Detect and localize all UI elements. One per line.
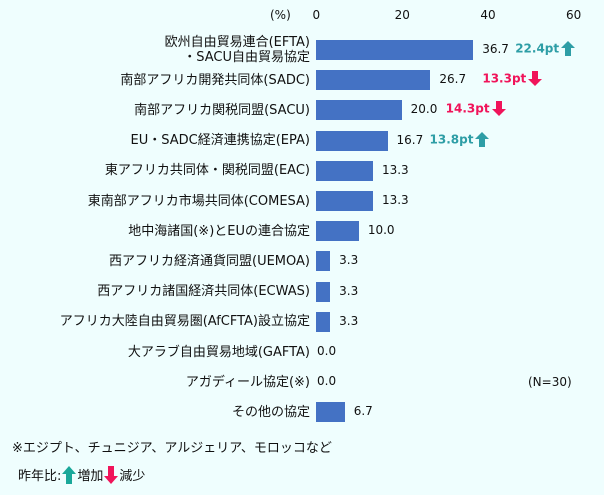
change-value: 13.8pt [429, 132, 474, 147]
n-note: (N=30) [528, 375, 572, 389]
value-label: 20.0 [410, 102, 438, 117]
bar [316, 251, 331, 272]
footnote: ※エジプト、チュニジア、アルジェリア、モロッコなど [12, 441, 332, 456]
category-label: アフリカ大陸自由貿易圏(AfCFTA)設立協定 [59, 314, 310, 330]
value-label: 26.7 [439, 72, 467, 87]
up-arrow-icon [62, 465, 77, 484]
category-label: 西アフリカ経済通貨同盟(UEMOA) [109, 253, 310, 269]
category-label: アガディール協定(※) [185, 374, 310, 390]
legend-increase: 増加 [77, 469, 104, 484]
bar [316, 191, 373, 211]
change-label: 13.8pt [429, 131, 490, 148]
category-label: 南部アフリカ開発共同体(SADC) [120, 72, 310, 88]
category-label: 西アフリカ諸国経済共同体(ECWAS) [97, 284, 310, 300]
legend-prefix: 昨年比: [18, 469, 62, 484]
category-label: 東南部アフリカ市場共同体(COMESA) [87, 193, 310, 209]
up-arrow-icon [561, 41, 576, 57]
bar [316, 100, 402, 121]
value-label: 0.0 [317, 374, 337, 389]
change-label: 13.3pt [482, 71, 543, 87]
value-label: 10.0 [367, 223, 395, 238]
change-label: 22.4pt [515, 41, 576, 57]
value-label: 16.7 [396, 132, 424, 147]
category-label: 南部アフリカ関税同盟(SACU) [134, 102, 310, 118]
category-label: その他の協定 [231, 404, 310, 420]
value-label: 13.3 [381, 162, 409, 177]
up-arrow-icon [475, 131, 490, 148]
bar [316, 160, 373, 181]
change-label: 14.3pt [446, 101, 506, 117]
legend: 昨年比: 増加 減少 [18, 465, 145, 484]
x-tick-label: 0 [312, 8, 321, 22]
down-arrow-icon [104, 465, 119, 484]
x-tick-label: 40 [480, 8, 496, 22]
category-label: 東アフリカ共同体・関税同盟(EAC) [104, 163, 310, 179]
unit-label: (%) [270, 8, 291, 22]
bar [316, 311, 331, 332]
down-arrow-icon [491, 101, 506, 117]
value-label: 0.0 [317, 344, 337, 358]
category-label: 大アラブ自由貿易地域(GAFTA) [127, 344, 310, 360]
value-label: 3.3 [339, 313, 359, 328]
category-label: EU・SADC経済連携協定(EPA) [130, 133, 310, 149]
bar [316, 402, 345, 423]
bar [316, 70, 431, 91]
bar [316, 130, 388, 151]
x-tick-label: 20 [394, 8, 410, 22]
down-arrow-icon [528, 71, 543, 87]
x-tick-label: 60 [566, 8, 582, 22]
bar [316, 40, 474, 60]
category-label: 地中海諸国(※)とEUの連合協定 [128, 223, 310, 239]
bar [316, 221, 359, 242]
value-label: 3.3 [339, 253, 359, 268]
value-label: 6.7 [353, 404, 373, 419]
category-label: 欧州自由貿易連合(EFTA) ・SACU自由貿易協定 [164, 35, 310, 65]
value-label: 36.7 [482, 42, 509, 56]
value-label: 13.3 [381, 193, 409, 207]
value-label: 3.3 [339, 283, 359, 298]
change-value: 13.3pt [482, 71, 527, 86]
legend-decrease: 減少 [119, 469, 146, 484]
bar [316, 281, 331, 302]
change-value: 14.3pt [445, 101, 490, 116]
change-value: 22.4pt [515, 41, 560, 56]
